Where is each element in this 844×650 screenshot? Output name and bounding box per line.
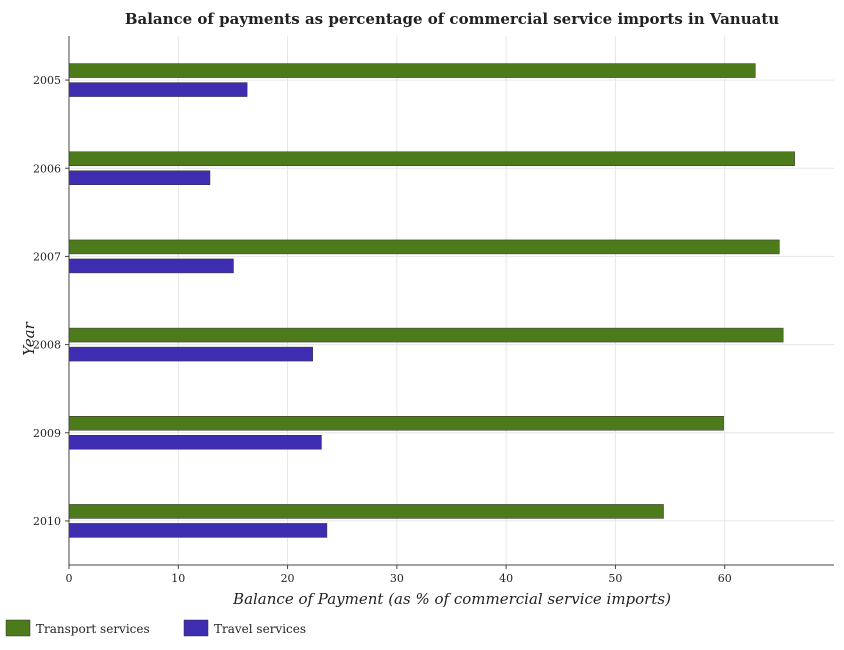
y-tick-label: 2005 xyxy=(33,74,61,87)
axes-layer: 0 10 20 30 40 50 60 2005 2006 2007 2008 2009 2010 xyxy=(33,36,834,585)
travel-bar xyxy=(68,523,328,538)
y-tick-label: 2006 xyxy=(33,162,61,175)
y-tick-label: 2007 xyxy=(33,250,61,263)
transport-bar xyxy=(68,239,780,255)
travel-bar xyxy=(68,346,313,362)
x-tick-label: 0 xyxy=(66,572,73,585)
legend-label-travel: Travel services xyxy=(214,622,306,636)
legend-label-transport: Transport services xyxy=(36,622,150,636)
transport-bar xyxy=(68,63,756,78)
travel-bar xyxy=(68,258,234,274)
x-tick-label: 10 xyxy=(171,572,185,585)
y-tick-label: 2009 xyxy=(33,427,61,440)
travel-bar xyxy=(68,170,211,185)
x-tick-label: 50 xyxy=(608,572,622,585)
legend: Transport services Travel services xyxy=(5,619,306,637)
transport-bar xyxy=(68,504,664,519)
bars-layer xyxy=(68,63,795,538)
transport-bar xyxy=(68,327,784,343)
travel-bar xyxy=(68,82,248,97)
grid-layer xyxy=(68,36,834,565)
x-tick-label: 20 xyxy=(281,572,295,585)
x-tick-label: 60 xyxy=(718,572,732,585)
x-axis-label: Balance of Payment (as % of commercial s… xyxy=(232,590,671,608)
x-tick-label: 40 xyxy=(499,572,513,585)
y-axis-label: Year xyxy=(20,321,38,355)
y-tick-label: 2008 xyxy=(33,339,61,352)
y-tick-label: 2010 xyxy=(33,515,61,528)
legend-swatch-transport xyxy=(5,619,31,637)
transport-bar xyxy=(68,416,724,431)
transport-bar xyxy=(68,151,795,166)
chart-title: Balance of payments as percentage of com… xyxy=(125,10,779,28)
x-tick-label: 30 xyxy=(390,572,404,585)
legend-swatch-travel xyxy=(183,619,209,637)
travel-bar xyxy=(68,435,322,450)
